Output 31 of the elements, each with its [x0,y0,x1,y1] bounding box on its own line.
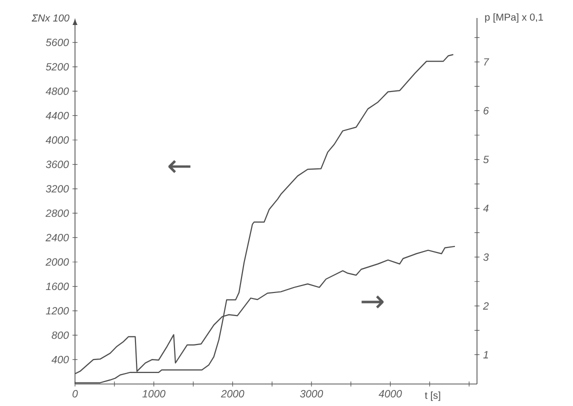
x-tick-label: 3000 [300,390,324,398]
x-tick-label: 2000 [220,390,244,398]
y-axis-title: ΣNx 100 [32,14,70,22]
y-tick-label: 800 [52,331,69,339]
y-tick-label: 2400 [46,234,69,242]
x-tick-label: 4000 [378,390,402,398]
x-tick-label: 1000 [142,390,166,398]
y2-tick-label: 6 [484,107,489,114]
y-tick-label: 5600 [46,38,69,46]
y2-tick-label: 2 [482,302,489,310]
annotation: ← [168,160,190,173]
y-tick-label: 400 [52,356,69,364]
y-tick-label: 3200 [46,185,69,193]
y-tick-label: 4000 [46,136,69,144]
y-tick-label: 1200 [46,307,69,315]
y-tick-label: 4800 [46,87,69,95]
y2-tick-label: 1 [483,351,488,358]
y2-tick-label: 5 [483,156,489,164]
y-tick-label: 2800 [46,209,69,217]
y2-tick-label: 7 [484,58,490,66]
y-tick-label: 2000 [46,258,69,266]
annotation: → [362,296,384,308]
x-tick-label: 0 [72,390,78,398]
y-tick-label: 3600 [46,160,69,168]
x-axis-title: t [s] [424,392,440,401]
y-tick-label: 5200 [46,63,69,71]
y2-tick-label: 4 [483,204,488,212]
y-tick-label: 1600 [46,282,69,290]
y2-axis-title: p [MPa] x 0,1 [485,13,543,23]
y-tick-label: 4400 [46,112,69,120]
y2-tick-label: 3 [483,253,489,261]
